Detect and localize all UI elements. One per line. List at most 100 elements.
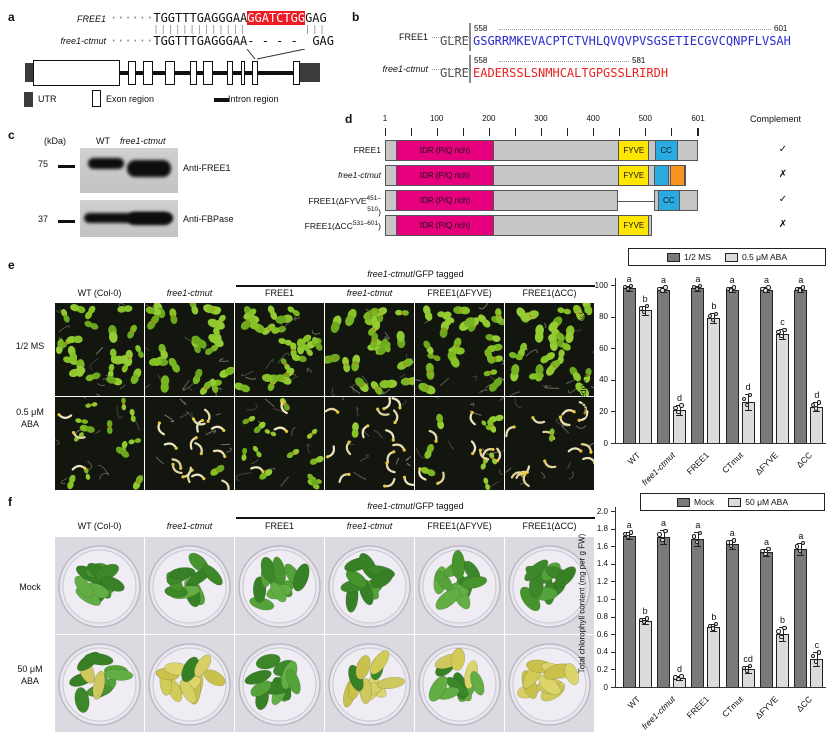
y-tick: [611, 616, 615, 618]
data-point: [776, 629, 781, 634]
construct-name-sup: 531–601: [352, 220, 379, 227]
blot-label: Anti-FBPase: [183, 214, 234, 224]
error-cap: [744, 409, 752, 411]
bar: [725, 544, 739, 687]
significance-letter: d: [676, 393, 682, 404]
significance-letter: a: [626, 520, 632, 531]
legend-swatch: [724, 252, 738, 262]
seq-prefix: GLRE: [440, 34, 469, 48]
complement-mark: ✗: [778, 169, 788, 180]
panel-d-label: d: [345, 112, 353, 126]
data-point: [638, 306, 644, 311]
ruler-tick: [593, 128, 595, 136]
data-point: [725, 540, 731, 545]
data-point: [713, 621, 719, 627]
significance-letter: c: [814, 639, 820, 650]
data-point: [663, 528, 668, 534]
data-point: [747, 392, 753, 397]
panel-label: e: [8, 258, 15, 272]
y-axis: [615, 278, 616, 443]
group-label-italic: free1-ctmut: [367, 501, 413, 511]
seq-highlight: GGATCTGG: [247, 11, 306, 25]
residue-start: 558: [474, 56, 488, 65]
data-point: [673, 405, 678, 411]
error-cap: [676, 414, 683, 416]
error-cap: [744, 672, 752, 674]
utr-legend-swatch: [24, 92, 33, 107]
ruler-number: 1: [382, 114, 388, 123]
y-tick: [611, 528, 615, 530]
lane-label: WT: [96, 136, 110, 146]
marker-label: 37: [38, 214, 49, 224]
leaf-photo-tile: [325, 537, 414, 634]
data-point: [628, 530, 634, 535]
data-point: [728, 544, 734, 549]
column-label: FREE1(ΔCC): [522, 521, 577, 531]
bar: [794, 289, 808, 443]
bar: [691, 539, 705, 687]
leaf-photo-tile: [505, 537, 594, 634]
bar: [725, 289, 739, 443]
y-tick: [611, 563, 615, 565]
domain-feature: IDR (P/Q rich): [395, 140, 495, 161]
seedling-photo-tile: [55, 397, 144, 490]
data-point: [731, 538, 737, 543]
error-bar: [748, 394, 750, 410]
ruler-tick: [540, 128, 542, 136]
leaf-photo-tile: [145, 635, 234, 732]
data-point: [760, 548, 765, 554]
ruler-number: 500: [638, 114, 652, 123]
domain-feature: FYVE: [618, 140, 650, 161]
bar: [638, 621, 652, 687]
error-cap: [660, 544, 667, 546]
data-point: [782, 625, 787, 631]
significance-letter: a: [763, 275, 769, 286]
data-point: [691, 534, 697, 539]
column-label: FREE1: [264, 288, 294, 298]
data-point: [741, 665, 747, 671]
data-point: [744, 402, 750, 408]
exon-box: [241, 61, 245, 85]
data-point: [810, 653, 816, 659]
panel-c-label: c: [8, 128, 15, 142]
significance-letter: a: [695, 273, 701, 284]
construct-name: FREE1(ΔFYVE451–510): [308, 195, 381, 217]
marker-dash: [58, 165, 75, 168]
panel-a: a FREE1 free1-ctmut ······TGGTTTGAGGGAAG…: [8, 8, 344, 112]
seedling-photo-tile: [325, 397, 414, 490]
ruler-tick: [619, 128, 621, 136]
bar: [638, 310, 652, 443]
tick-label: 0.8: [596, 612, 608, 622]
legend-label: 0.5 μM ABA: [741, 252, 787, 262]
complement-mark: ✗: [778, 219, 788, 230]
group-label: free1-ctmut/GFP tagged: [236, 269, 595, 279]
western-blot: [80, 200, 178, 237]
data-point: [644, 303, 650, 309]
blot-label: Anti-FREE1: [183, 163, 231, 173]
column-label: FREE1(ΔFYVE): [427, 288, 492, 298]
seedling-photo-tile: [415, 303, 504, 396]
significance-letter: a: [798, 275, 804, 286]
column-label: free1-ctmut: [346, 521, 393, 531]
column-label: free1-ctmut: [346, 288, 393, 298]
column-label: FREE1(ΔFYVE): [427, 521, 492, 531]
seq-post: GAG: [312, 34, 334, 48]
y-tick: [611, 546, 615, 548]
bar: [622, 535, 636, 687]
tick-label: 1.6: [596, 541, 608, 551]
data-point: [797, 288, 803, 293]
data-point: [660, 538, 665, 543]
row-label: 1/2 MS: [15, 341, 45, 351]
domain-feature: CC: [657, 190, 680, 211]
legend-item: 50 μM ABA: [728, 497, 788, 507]
residue-end: 581: [632, 56, 646, 65]
x-axis: [615, 687, 826, 688]
row-label: 0.5 μM ABA: [16, 407, 44, 429]
error-cap: [710, 630, 718, 632]
leader-dots: ······: [110, 34, 154, 48]
group-label-italic: free1-ctmut: [367, 269, 413, 279]
exon-box: [165, 61, 175, 85]
data-point: [625, 286, 631, 292]
exon-box: [227, 61, 233, 85]
